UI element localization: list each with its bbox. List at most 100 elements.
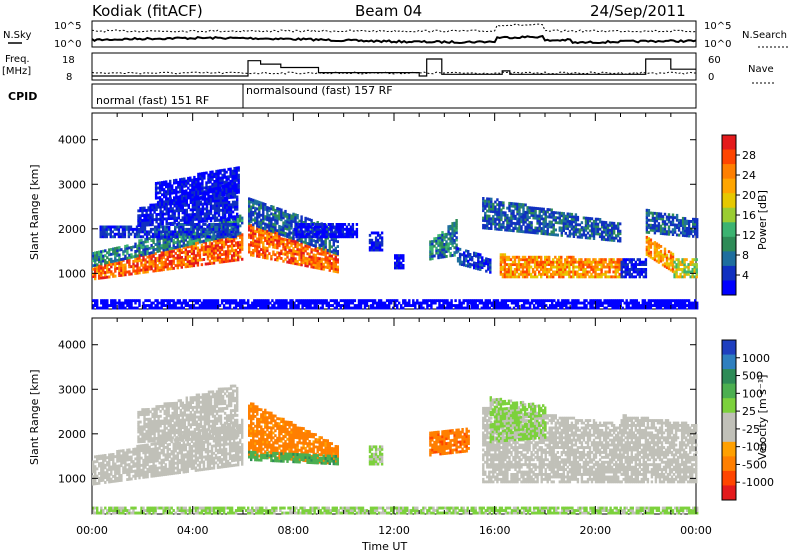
heatmap-cell	[292, 254, 295, 258]
heatmap-cell	[154, 196, 158, 200]
heatmap-cell	[546, 272, 549, 276]
heatmap-cell	[323, 299, 326, 303]
heatmap-cell	[488, 207, 491, 211]
heatmap-cell	[540, 263, 543, 266]
heatmap-cell	[256, 224, 259, 228]
heatmap-cell	[558, 211, 561, 215]
heatmap-cell	[638, 258, 641, 262]
heatmap-cell	[612, 275, 615, 279]
heatmap-cell	[562, 272, 565, 276]
heatmap-cell	[109, 227, 112, 231]
heatmap-cell	[606, 275, 609, 279]
heatmap-cell	[540, 229, 543, 233]
heatmap-cell	[248, 219, 251, 223]
heatmap-cell	[313, 232, 316, 236]
heatmap-cell	[193, 217, 197, 221]
cpid-panel: CPID normal (fast) 151 RF normalsound (f…	[8, 83, 697, 109]
heatmap-cell	[628, 270, 631, 274]
heatmap-cell	[210, 252, 214, 255]
heatmap-cell	[326, 251, 329, 255]
heatmap-cell	[124, 257, 127, 260]
heatmap-cell	[653, 231, 657, 235]
heatmap-cell	[213, 192, 216, 196]
heatmap-cell	[92, 304, 95, 307]
heatmap-cell	[156, 240, 159, 244]
heatmap-cell	[576, 218, 580, 222]
heatmap-cell	[192, 261, 196, 265]
heatmap-cell	[683, 219, 687, 223]
heatmap-cell	[690, 229, 693, 233]
heatmap-cell	[630, 263, 633, 266]
heatmap-cell	[512, 209, 515, 213]
heatmap-cell	[105, 225, 108, 229]
heatmap-cell	[155, 230, 159, 234]
heatmap-cell	[530, 231, 533, 234]
heatmap-cell	[218, 235, 221, 239]
heatmap-cell	[272, 230, 275, 234]
heatmap-cell	[506, 206, 509, 210]
heatmap-cell	[310, 262, 313, 266]
heatmap-cell	[687, 265, 690, 269]
heatmap-cell	[316, 264, 319, 267]
heatmap-cell	[248, 199, 251, 203]
heatmap-cell	[176, 306, 179, 310]
heatmap-cell	[333, 225, 336, 229]
heatmap-cell	[332, 248, 335, 252]
heatmap-cell	[185, 194, 188, 198]
heatmap-cell	[509, 265, 513, 269]
heatmap-cell	[193, 213, 197, 216]
heatmap-cell	[455, 226, 458, 230]
heatmap-cell	[290, 259, 293, 262]
heatmap-cell	[619, 239, 622, 243]
heatmap-cell	[237, 190, 240, 194]
heatmap-cell	[642, 268, 645, 271]
heatmap-cell	[345, 232, 349, 236]
heatmap-cell	[683, 260, 686, 264]
heatmap-cell	[500, 201, 503, 205]
heatmap-cell	[596, 217, 600, 221]
heatmap-cell	[216, 299, 220, 303]
heatmap-cell	[212, 239, 216, 243]
heatmap-cell	[311, 232, 314, 236]
heatmap-cell	[578, 228, 582, 232]
heatmap-cell	[262, 214, 265, 218]
heatmap-cell	[558, 268, 561, 271]
heatmap-cell	[570, 212, 574, 216]
heatmap-cell	[163, 188, 166, 191]
heatmap-cell	[328, 247, 331, 251]
heatmap-cell	[510, 224, 513, 228]
heatmap-cell	[286, 215, 289, 219]
heatmap-cell	[110, 270, 113, 274]
heatmap-cell	[122, 257, 125, 261]
heatmap-cell	[103, 235, 106, 239]
heatmap-cell	[202, 253, 206, 256]
heatmap-cell	[508, 224, 511, 227]
heatmap-cell	[266, 239, 269, 243]
heatmap-cell	[225, 186, 229, 190]
heatmap-cell	[164, 243, 167, 247]
heatmap-cell	[165, 205, 168, 208]
heatmap-cell	[233, 217, 237, 221]
heatmap-cell	[378, 243, 382, 247]
heatmap-cell	[628, 258, 631, 262]
heatmap-cell	[560, 258, 563, 262]
heatmap-cell	[266, 223, 269, 227]
heatmap-cell	[297, 304, 300, 307]
heatmap-cell	[540, 227, 543, 230]
heatmap-cell	[169, 209, 172, 213]
heatmap-cell	[180, 256, 183, 259]
heatmap-cell	[260, 238, 263, 242]
heatmap-cell	[311, 299, 314, 303]
heatmap-cell	[204, 243, 208, 246]
heatmap-cell	[663, 264, 667, 268]
heatmap-cell	[203, 191, 206, 195]
heatmap-cell	[154, 264, 157, 268]
heatmap-cell	[594, 217, 598, 221]
heatmap-cell	[209, 185, 212, 189]
heatmap-cell	[542, 265, 545, 269]
heatmap-cell	[234, 306, 238, 310]
heatmap-cell	[564, 260, 567, 264]
heatmap-cell	[460, 260, 464, 264]
heatmap-cell	[274, 228, 277, 232]
heatmap-cell	[252, 201, 255, 205]
